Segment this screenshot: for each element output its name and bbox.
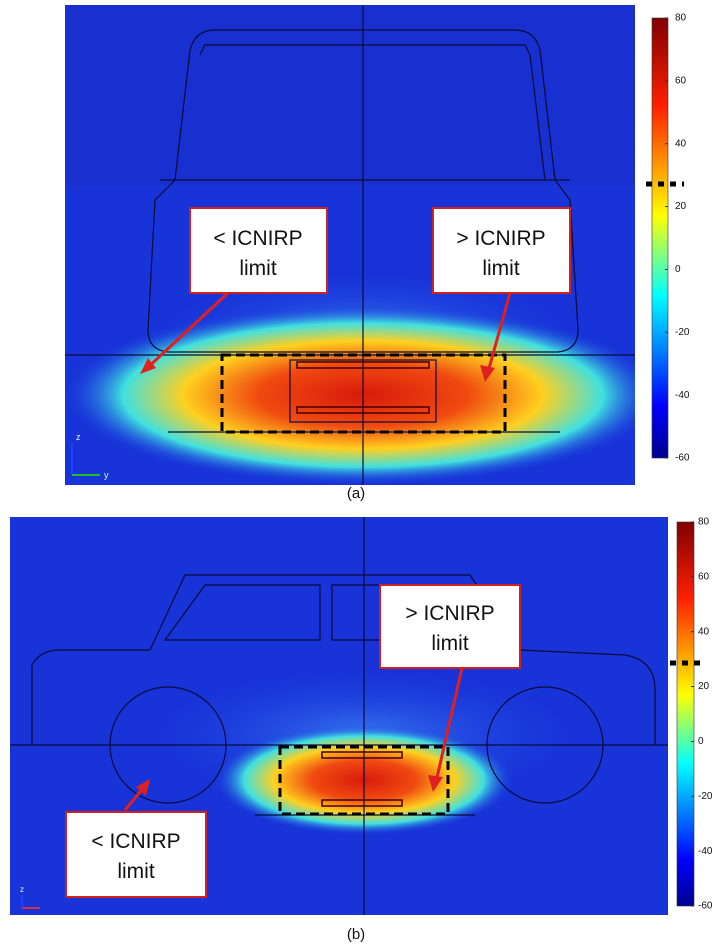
colorbar-tick-label: -40 [698,846,712,857]
colorbar-tick-label: -60 [675,453,690,464]
annotation: > ICNIRP limit [432,207,571,382]
annotation-text: limit [431,632,468,655]
axis-label: z [76,432,81,442]
annotation: < ICNIRP limit [65,779,207,898]
colorbar-tick-label: 80 [698,517,710,528]
annotation-text: limit [117,860,154,883]
field-plot-a [65,5,635,485]
colorbar-tick-label: 0 [698,736,704,747]
annotation-text: < ICNIRP [213,227,302,250]
colorbar-tick-label: 80 [675,13,687,24]
colorbar [651,17,669,459]
panel-label: (b) [347,926,365,943]
colorbar-tick-label: -20 [675,327,690,338]
annotation-text: > ICNIRP [405,602,494,625]
axis-label: z [20,885,24,894]
colorbar-tick-label: -40 [675,390,690,401]
colorbar [676,521,695,907]
colorbar-tick-label: 20 [675,201,687,212]
colorbar-tick-label: 60 [675,75,687,86]
colorbar-tick-label: 60 [698,571,710,582]
colorbar-tick-label: -60 [698,901,712,912]
panel-label: (a) [347,485,365,502]
colorbar-tick-label: -20 [698,791,712,802]
annotation-text: < ICNIRP [91,830,180,853]
colorbar-tick-label: 40 [675,138,687,149]
annotation: > ICNIRP limit [379,584,521,792]
colorbar-tick-label: 0 [675,264,681,275]
annotation-text: limit [239,257,276,280]
annotation-text: > ICNIRP [456,227,545,250]
annotation: < ICNIRP limit [140,207,328,374]
annotation-text: limit [482,257,519,280]
colorbar-tick-label: 40 [698,626,710,637]
axis-label: y [104,470,109,480]
colorbar-tick-label: 20 [698,681,710,692]
